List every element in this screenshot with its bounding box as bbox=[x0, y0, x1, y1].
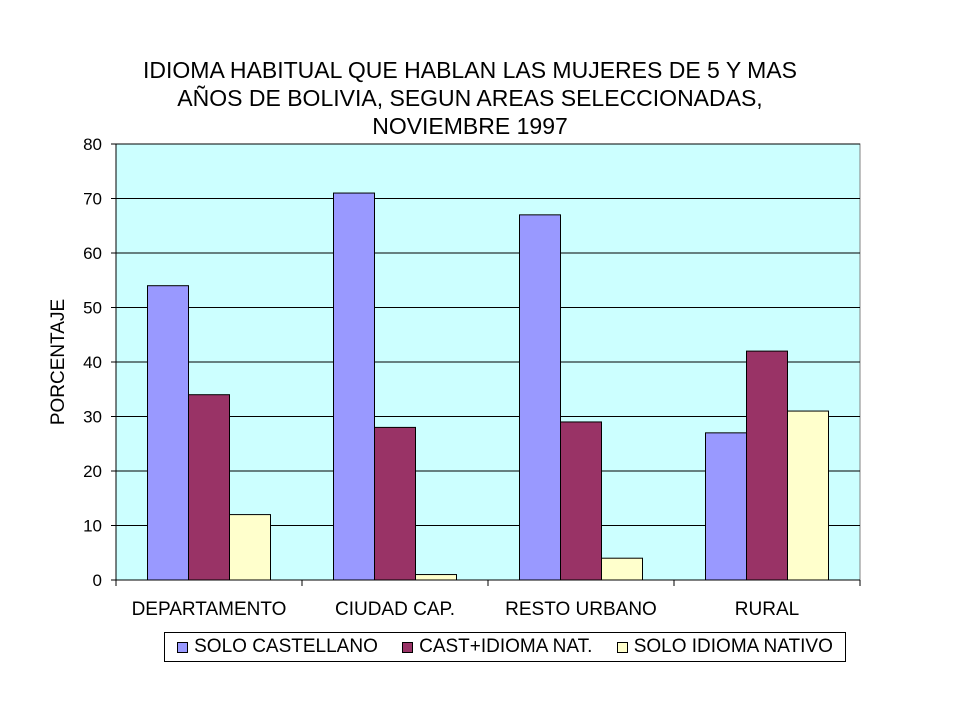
legend-swatch bbox=[177, 641, 189, 653]
y-tick-label: 80 bbox=[83, 135, 102, 154]
bar bbox=[333, 192, 375, 581]
y-tick-label: 10 bbox=[83, 517, 102, 536]
y-tick-label: 20 bbox=[83, 462, 102, 481]
x-tick-label: RESTO URBANO bbox=[505, 599, 657, 620]
y-tick-label: 50 bbox=[83, 299, 102, 318]
legend-label: CAST+IDIOMA NAT. bbox=[419, 636, 593, 657]
bar bbox=[188, 394, 230, 581]
legend-label: SOLO CASTELLANO bbox=[194, 636, 378, 657]
bar bbox=[705, 432, 747, 581]
y-tick-label: 60 bbox=[83, 244, 102, 263]
bar bbox=[560, 421, 602, 581]
legend-item-solo-castellano: SOLO CASTELLANO bbox=[177, 636, 378, 658]
legend-swatch bbox=[402, 641, 414, 653]
legend-swatch bbox=[616, 641, 628, 653]
x-tick-label: CIUDAD CAP. bbox=[335, 599, 455, 620]
bar bbox=[746, 350, 788, 581]
bar bbox=[374, 426, 416, 581]
y-tick-label: 30 bbox=[83, 408, 102, 427]
legend-item-cast-idioma-nat: CAST+IDIOMA NAT. bbox=[402, 636, 592, 658]
y-tick-label: 70 bbox=[83, 190, 102, 209]
bar bbox=[415, 574, 457, 581]
chart-title: IDIOMA HABITUAL QUE HABLAN LAS MUJERES D… bbox=[143, 57, 797, 139]
bars bbox=[147, 192, 829, 581]
bar bbox=[147, 285, 189, 581]
legend-item-solo-idioma-nativo: SOLO IDIOMA NATIVO bbox=[616, 636, 833, 658]
y-axis-label: PORCENTAJE bbox=[48, 299, 69, 425]
legend-label: SOLO IDIOMA NATIVO bbox=[633, 636, 833, 657]
y-tick-label: 40 bbox=[83, 353, 102, 372]
bar bbox=[787, 410, 829, 581]
x-tick-label: RURAL bbox=[735, 599, 799, 620]
bar bbox=[229, 514, 271, 581]
axes bbox=[111, 143, 861, 586]
x-tick-labels: DEPARTAMENTO CIUDAD CAP. RESTO URBANO RURAL bbox=[132, 599, 800, 620]
legend: SOLO CASTELLANO CAST+IDIOMA NAT. SOLO ID… bbox=[164, 632, 846, 662]
y-tick-labels: 0 10 20 30 40 50 60 70 80 bbox=[83, 135, 102, 590]
y-tick-label: 0 bbox=[93, 571, 102, 590]
bar bbox=[519, 214, 561, 581]
bar bbox=[601, 557, 643, 581]
x-tick-label: DEPARTAMENTO bbox=[132, 599, 287, 620]
